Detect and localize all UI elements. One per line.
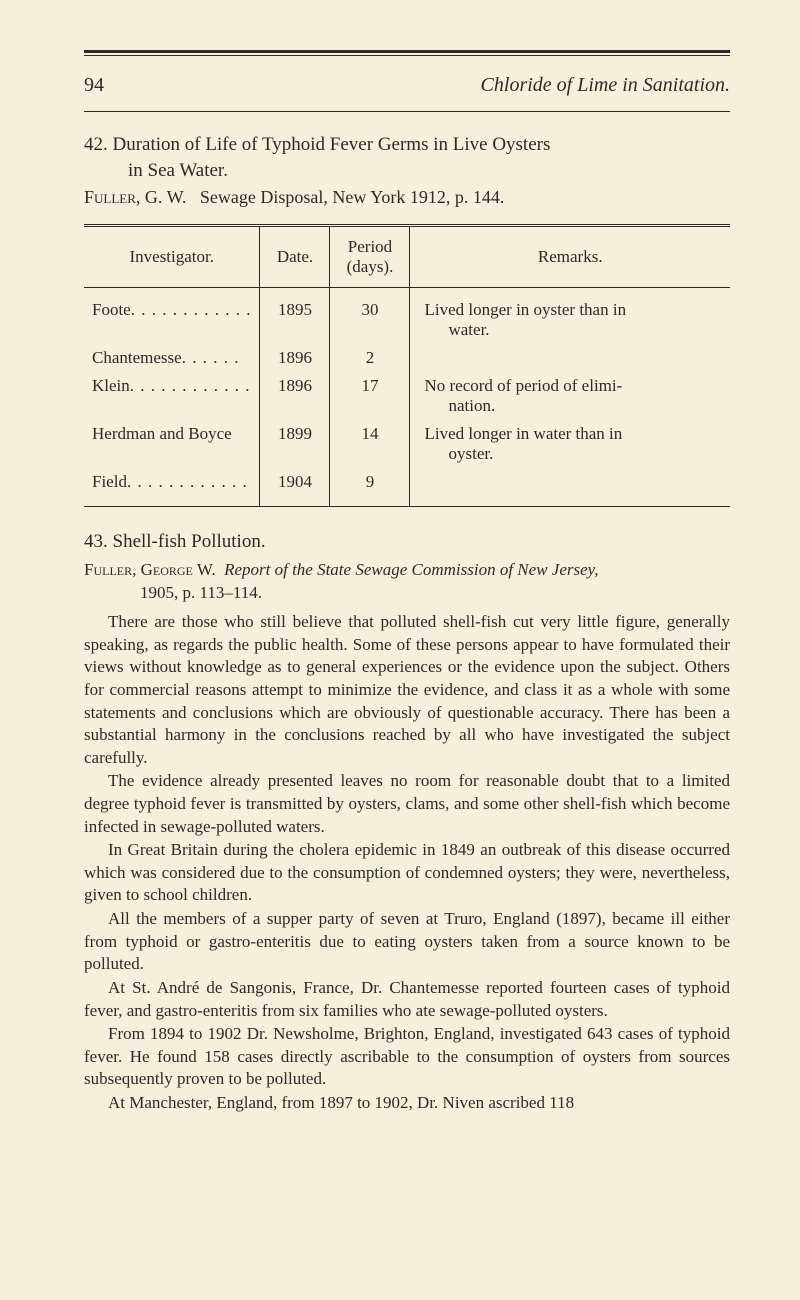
cell-investigator: Klein [92,376,130,395]
th-date: Date. [260,226,330,288]
cell-remarks: Lived longer in oyster than inwater. [410,288,730,345]
leader-dots: . . . . . . . . . . . . [130,376,251,395]
cell-remarks: Lived longer in water than inoyster. [410,420,730,468]
section-43-ref: Fuller, George W. Report of the State Se… [84,559,730,605]
section-42-author-line: Fuller, G. W. Sewage Disposal, New York … [84,187,730,208]
section-42-title-line2: in Sea Water. [84,160,228,181]
table-row: Foote. . . . . . . . . . . . 1895 30 Liv… [84,288,730,345]
body-paragraph: From 1894 to 1902 Dr. Newsholme, Brighto… [84,1023,730,1091]
leader-dots: . . . . . . [182,348,240,367]
cell-period: 30 [330,288,410,345]
body-paragraph: All the members of a supper party of sev… [84,908,730,976]
page-number: 94 [84,74,104,97]
cell-date: 1904 [260,468,330,507]
body-paragraph: There are those who still believe that p… [84,611,730,769]
cell-period: 17 [330,372,410,420]
cell-investigator: Herdman and Boyce [92,424,232,443]
header-rule [84,111,730,112]
cell-remarks [410,468,730,507]
cell-period: 14 [330,420,410,468]
cell-period: 9 [330,468,410,507]
cell-investigator: Chantemesse [92,348,182,367]
section-43-author: Fuller, George W. [84,560,216,579]
top-rule [84,50,730,56]
th-remarks: Remarks. [410,226,730,288]
running-title: Chloride of Lime in Sanitation. [481,74,730,97]
body-paragraph: At St. André de Sangonis, France, Dr. Ch… [84,977,730,1022]
cell-investigator: Foote [92,300,131,319]
table-row: Field. . . . . . . . . . . . 1904 9 [84,468,730,507]
section-42-title-line1: 42. Duration of Life of Typhoid Fever Ge… [84,134,550,155]
section-42-citation: Sewage Disposal, New York 1912, p. 144. [200,187,505,207]
cell-date: 1895 [260,288,330,345]
leader-dots: . . . . . . . . . . . . [131,300,252,319]
cell-date: 1896 [260,344,330,372]
table-row: Herdman and Boyce 1899 14 Lived longer i… [84,420,730,468]
cell-date: 1899 [260,420,330,468]
table-row: Klein. . . . . . . . . . . . 1896 17 No … [84,372,730,420]
th-investigator: Investigator. [84,226,260,288]
section-42-title: 42. Duration of Life of Typhoid Fever Ge… [84,132,730,183]
table-row: Chantemesse. . . . . . 1896 2 [84,344,730,372]
leader-dots: . . . . . . . . . . . . [127,472,248,491]
th-period: Period (days). [330,226,410,288]
page-header: 94 Chloride of Lime in Sanitation. [84,74,730,97]
section-43-citation-b: 1905, p. 113–114. [84,583,262,602]
body-paragraph: The evidence already presented leaves no… [84,770,730,838]
cell-remarks [410,344,730,372]
body-paragraph: In Great Britain during the cholera epid… [84,839,730,907]
cell-period: 2 [330,344,410,372]
cell-investigator: Field [92,472,127,491]
body-paragraph: At Manchester, England, from 1897 to 190… [84,1092,730,1115]
cell-date: 1896 [260,372,330,420]
section-43-title: 43. Shell-fish Pollution. [84,531,730,553]
cell-remarks: No record of period of elimi-nation. [410,372,730,420]
germ-table: Investigator. Date. Period (days). Remar… [84,224,730,507]
section-42-author: Fuller, G. W. [84,187,186,207]
section-43-citation-a: Report of the State Sewage Commission of… [224,560,598,579]
